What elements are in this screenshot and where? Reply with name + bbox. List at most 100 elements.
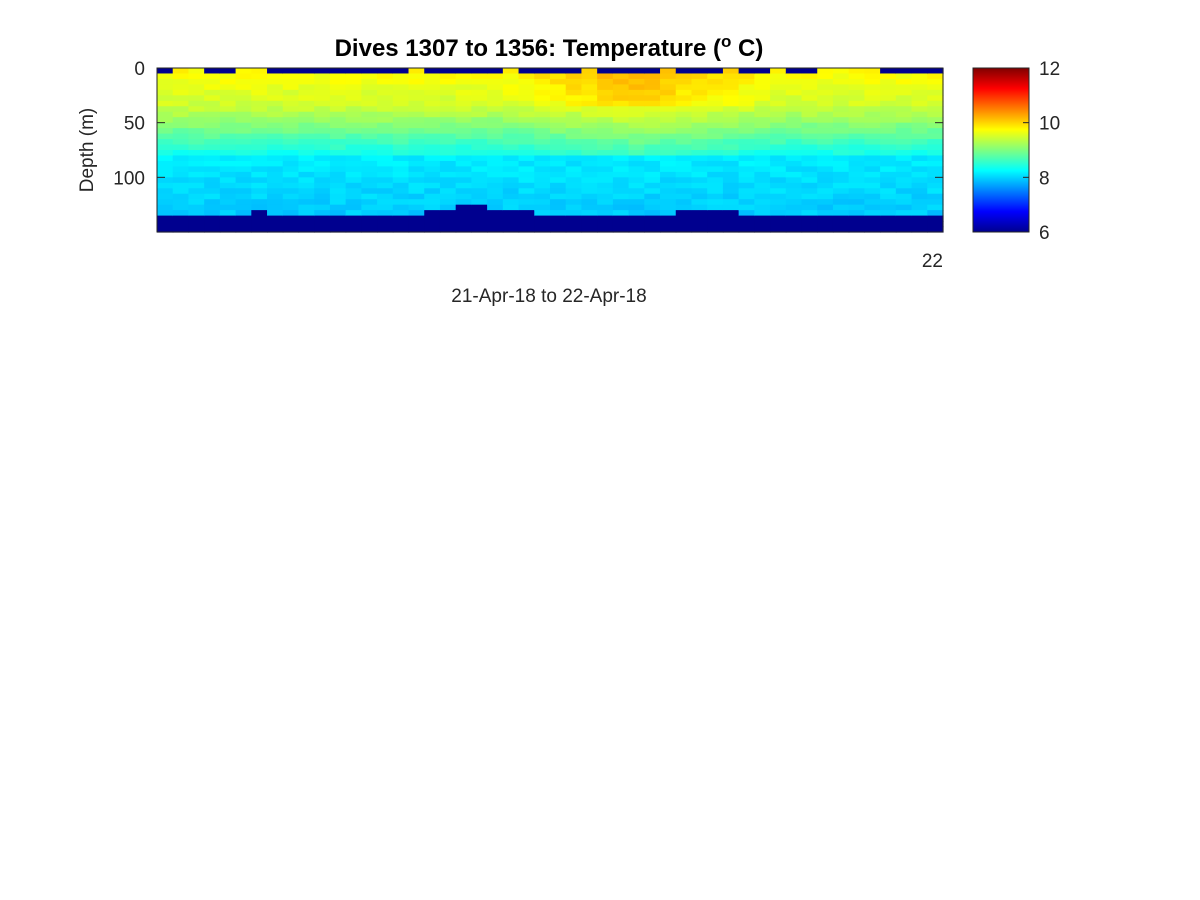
heatmap-cell	[518, 160, 535, 167]
heatmap-cell	[864, 171, 881, 178]
heatmap-cell	[785, 95, 803, 102]
heatmap-cell	[691, 139, 708, 146]
heatmap-cell	[895, 84, 913, 91]
heatmap-cell	[345, 89, 362, 96]
heatmap-cell	[565, 73, 583, 80]
heatmap-cell	[628, 160, 645, 167]
heatmap-cell	[439, 171, 457, 178]
heatmap-cell	[691, 100, 708, 107]
heatmap-cell	[801, 128, 818, 135]
heatmap-cell	[235, 106, 252, 113]
heatmap-cell	[188, 144, 205, 151]
heatmap-cell	[282, 150, 300, 157]
heatmap-cell	[251, 89, 268, 96]
heatmap-cell	[612, 160, 630, 167]
heatmap-cell	[707, 122, 724, 129]
heatmap-cell	[597, 171, 614, 178]
heatmap-cell	[251, 177, 268, 184]
heatmap-cell	[455, 133, 472, 140]
heatmap-cell	[911, 199, 928, 206]
heatmap-cell	[848, 100, 865, 107]
heatmap-cell	[770, 199, 787, 206]
heatmap-cell	[550, 122, 567, 129]
heatmap-cell	[738, 133, 755, 140]
heatmap-cell	[691, 177, 708, 184]
heatmap-cell	[267, 106, 284, 113]
heatmap-cell	[880, 177, 897, 184]
heatmap-cell	[329, 215, 347, 222]
heatmap-cell	[157, 122, 174, 129]
heatmap-cell	[455, 73, 472, 80]
heatmap-cell	[565, 155, 583, 162]
heatmap-cell	[329, 106, 347, 113]
heatmap-cell	[188, 150, 205, 157]
heatmap-cell	[408, 117, 425, 124]
heatmap-cell	[911, 177, 928, 184]
heatmap-cell	[219, 100, 237, 107]
heatmap-cell	[172, 204, 190, 211]
heatmap-cell	[408, 160, 425, 167]
heatmap-cell	[251, 204, 268, 211]
heatmap-cell	[644, 226, 661, 233]
heatmap-cell	[282, 106, 300, 113]
heatmap-cell	[361, 166, 378, 173]
heatmap-cell	[157, 84, 174, 91]
heatmap-cell	[644, 150, 661, 157]
heatmap-cell	[172, 117, 190, 124]
heatmap-cell	[785, 215, 803, 222]
heatmap-cell	[235, 188, 252, 195]
heatmap-cell	[172, 215, 190, 222]
heatmap-cell	[329, 166, 347, 173]
heatmap-cell	[880, 226, 897, 233]
heatmap-cell	[329, 117, 347, 124]
heatmap-cell	[832, 95, 850, 102]
heatmap-cell	[392, 177, 410, 184]
heatmap-cell	[518, 68, 535, 75]
heatmap-cell	[219, 177, 237, 184]
heatmap-cell	[675, 73, 693, 80]
heatmap-cell	[487, 226, 504, 233]
heatmap-cell	[267, 182, 284, 189]
heatmap-cell	[251, 188, 268, 195]
heatmap-cell	[157, 155, 174, 162]
heatmap-cell	[770, 73, 787, 80]
heatmap-cell	[487, 144, 504, 151]
heatmap-cell	[927, 139, 944, 146]
heatmap-cell	[204, 215, 221, 222]
heatmap-cell	[644, 160, 661, 167]
heatmap-cell	[392, 155, 410, 162]
heatmap-cell	[204, 199, 221, 206]
heatmap-cell	[235, 128, 252, 135]
heatmap-cell	[235, 160, 252, 167]
heatmap-cell	[487, 106, 504, 113]
heatmap-cell	[329, 128, 347, 135]
heatmap-cell	[518, 199, 535, 206]
heatmap-cell	[235, 171, 252, 178]
heatmap-cell	[895, 155, 913, 162]
heatmap-cell	[534, 193, 551, 200]
heatmap-cell	[502, 100, 520, 107]
heatmap-cell	[612, 226, 630, 233]
heatmap-cell	[204, 150, 221, 157]
heatmap-cell	[832, 193, 850, 200]
heatmap-cell	[188, 106, 205, 113]
heatmap-cell	[329, 155, 347, 162]
heatmap-cell	[329, 122, 347, 129]
heatmap-cell	[675, 111, 693, 118]
heatmap-cell	[188, 111, 205, 118]
heatmap-cell	[487, 199, 504, 206]
heatmap-cell	[235, 166, 252, 173]
heatmap-cell	[502, 204, 520, 211]
heatmap-cell	[675, 226, 693, 233]
heatmap-cell	[644, 210, 661, 217]
heatmap-cell	[408, 155, 425, 162]
heatmap-cell	[722, 84, 740, 91]
heatmap-cell	[502, 210, 520, 217]
heatmap-cell	[785, 128, 803, 135]
heatmap-cell	[298, 78, 315, 85]
heatmap-cell	[329, 199, 347, 206]
heatmap-cell	[392, 106, 410, 113]
heatmap-cell	[612, 171, 630, 178]
